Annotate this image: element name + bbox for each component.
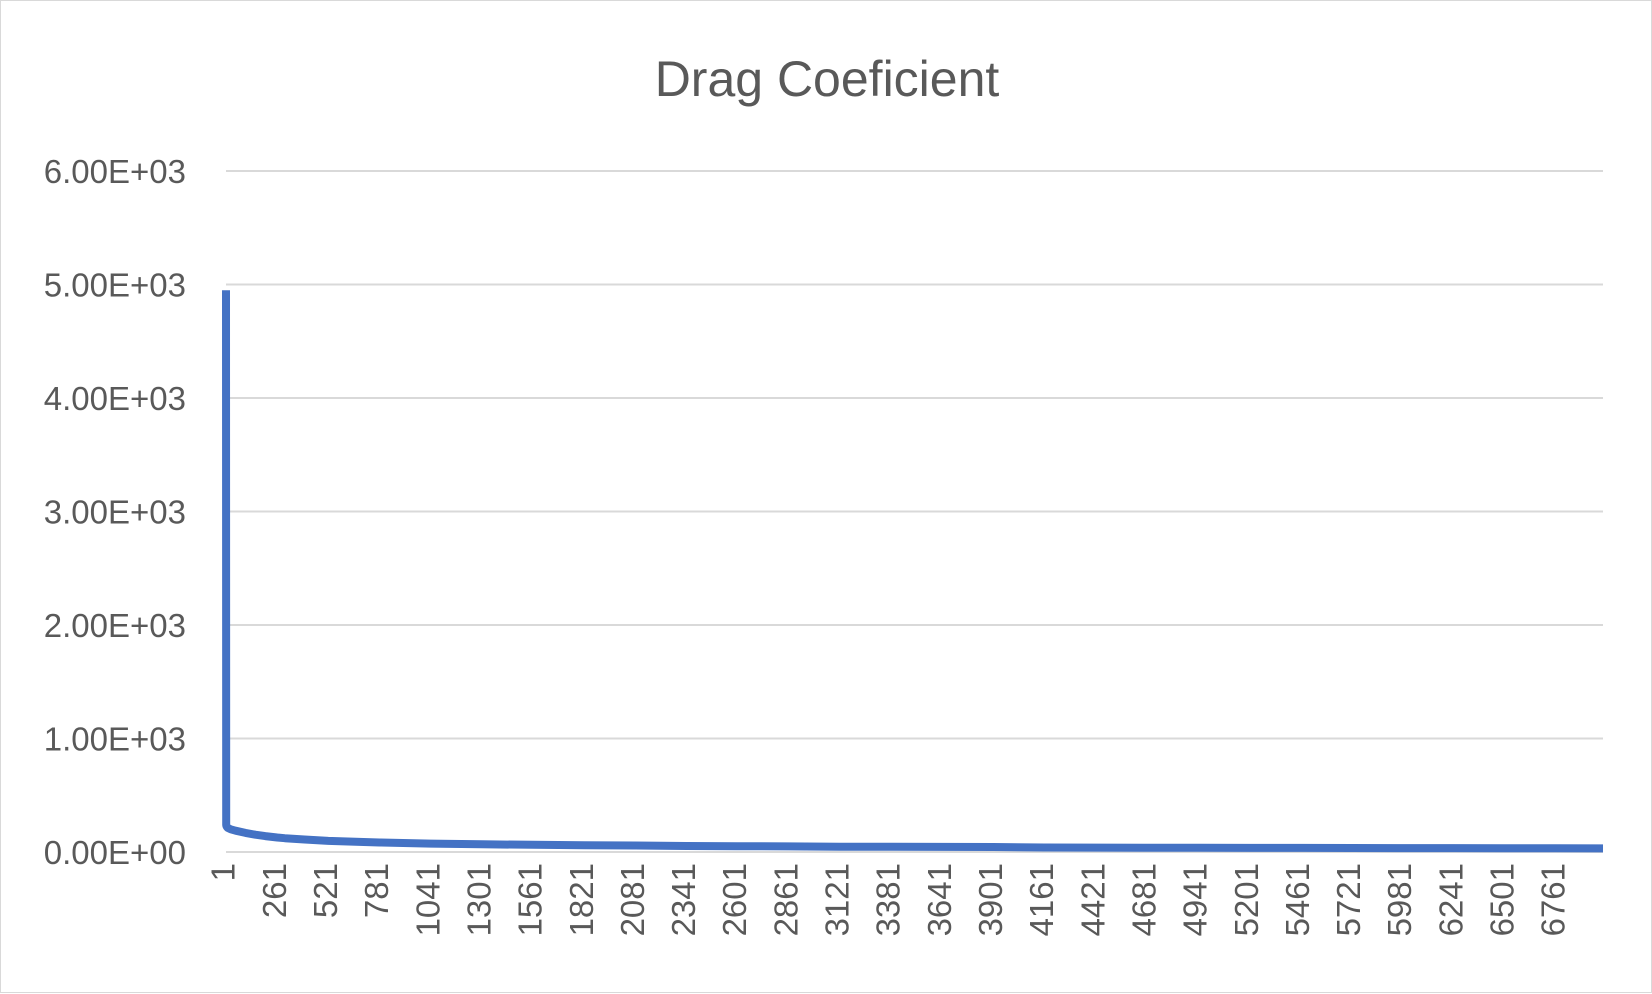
y-tick-label: 0.00E+00 — [44, 834, 186, 871]
x-tick-label: 1 — [205, 863, 242, 881]
x-tick-label: 1561 — [512, 863, 549, 936]
x-tick-label: 261 — [256, 863, 293, 918]
x-tick-label: 5201 — [1228, 863, 1265, 936]
series-line — [222, 290, 1604, 853]
y-tick-label: 6.00E+03 — [44, 153, 186, 190]
x-tick-label: 5461 — [1279, 863, 1316, 936]
x-tick-label: 781 — [358, 863, 395, 918]
x-tick-label: 5981 — [1381, 863, 1418, 936]
x-tick-label: 4421 — [1074, 863, 1111, 936]
x-tick-label: 4681 — [1125, 863, 1162, 936]
x-tick-label: 6761 — [1535, 863, 1572, 936]
y-tick-label: 4.00E+03 — [44, 380, 186, 417]
x-tick-label: 6501 — [1484, 863, 1521, 936]
x-tick-label: 3381 — [870, 863, 907, 936]
x-tick-label: 3901 — [972, 863, 1009, 936]
y-axis-tick-labels: 0.00E+00 1.00E+03 2.00E+03 3.00E+03 4.00E+03… — [44, 153, 186, 871]
x-tick-label: 1041 — [409, 863, 446, 936]
x-tick-label: 5721 — [1330, 863, 1367, 936]
x-tick-label: 1301 — [460, 863, 497, 936]
y-tick-label: 3.00E+03 — [44, 494, 186, 531]
y-tick-label: 1.00E+03 — [44, 721, 186, 758]
x-tick-label: 2861 — [767, 863, 804, 936]
x-tick-label: 2341 — [665, 863, 702, 936]
x-tick-label: 3121 — [819, 863, 856, 936]
x-tick-label: 2601 — [716, 863, 753, 936]
x-tick-label: 4941 — [1177, 863, 1214, 936]
x-tick-label: 1821 — [563, 863, 600, 936]
gridlines — [226, 170, 1603, 740]
series-layer — [222, 290, 1604, 853]
y-tick-label: 5.00E+03 — [44, 267, 186, 304]
x-tick-label: 3641 — [921, 863, 958, 936]
x-tick-label: 6241 — [1432, 863, 1469, 936]
x-axis-tick-labels: 1 261 521 781 1041 1301 1561 1821 2081 2341 2601 28… — [205, 863, 1572, 936]
x-tick-label: 4161 — [1023, 863, 1060, 936]
x-tick-label: 2081 — [614, 863, 651, 936]
y-tick-label: 2.00E+03 — [44, 607, 186, 644]
chart-title: Drag Coeficient — [655, 51, 1000, 107]
x-tick-label: 521 — [307, 863, 344, 918]
